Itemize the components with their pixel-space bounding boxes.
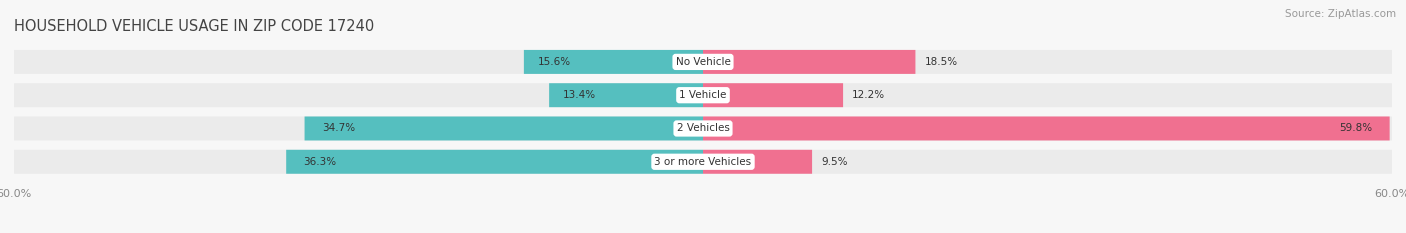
FancyBboxPatch shape [550,83,703,107]
Text: 12.2%: 12.2% [852,90,886,100]
Text: No Vehicle: No Vehicle [675,57,731,67]
FancyBboxPatch shape [703,83,844,107]
FancyBboxPatch shape [703,50,915,74]
FancyBboxPatch shape [287,150,703,174]
Text: 34.7%: 34.7% [322,123,354,134]
Text: Source: ZipAtlas.com: Source: ZipAtlas.com [1285,9,1396,19]
Text: 13.4%: 13.4% [562,90,596,100]
Text: 2 Vehicles: 2 Vehicles [676,123,730,134]
Text: 9.5%: 9.5% [821,157,848,167]
FancyBboxPatch shape [703,116,1389,140]
FancyBboxPatch shape [305,116,703,140]
Text: 36.3%: 36.3% [304,157,336,167]
Text: HOUSEHOLD VEHICLE USAGE IN ZIP CODE 17240: HOUSEHOLD VEHICLE USAGE IN ZIP CODE 1724… [14,19,374,34]
FancyBboxPatch shape [14,150,1392,174]
FancyBboxPatch shape [14,50,1392,74]
Text: 3 or more Vehicles: 3 or more Vehicles [654,157,752,167]
FancyBboxPatch shape [524,50,703,74]
Text: 18.5%: 18.5% [925,57,957,67]
Text: 15.6%: 15.6% [537,57,571,67]
Text: 1 Vehicle: 1 Vehicle [679,90,727,100]
FancyBboxPatch shape [14,83,1392,107]
FancyBboxPatch shape [703,150,813,174]
Text: 59.8%: 59.8% [1340,123,1372,134]
FancyBboxPatch shape [14,116,1392,140]
